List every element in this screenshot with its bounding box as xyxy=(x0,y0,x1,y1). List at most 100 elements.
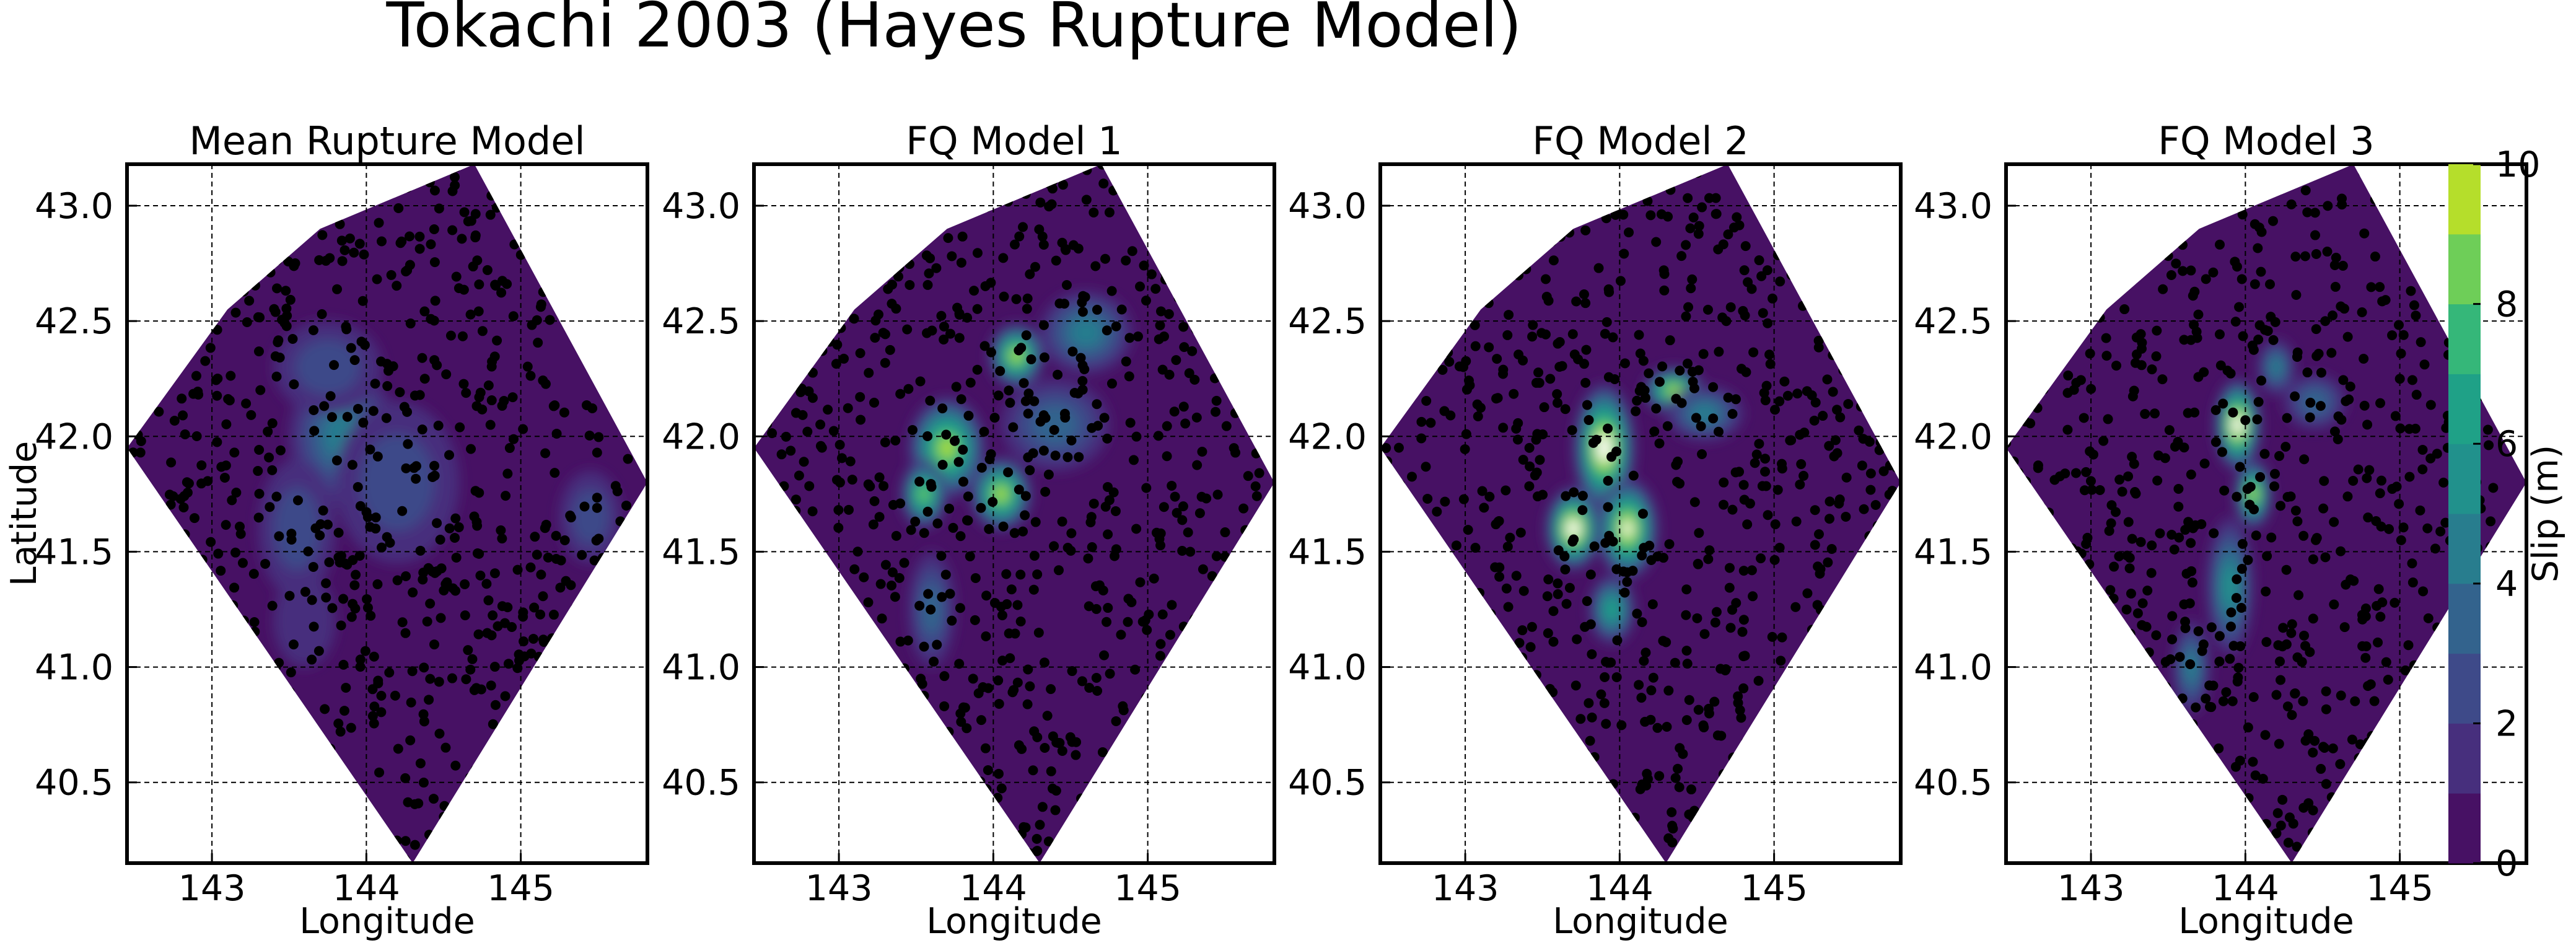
scatter-point xyxy=(2150,408,2160,419)
scatter-point xyxy=(1412,691,1422,702)
scatter-point xyxy=(2072,257,2083,267)
scatter-point xyxy=(538,375,548,386)
scatter-point xyxy=(410,840,420,850)
scatter-point xyxy=(1155,320,1165,331)
scatter-point xyxy=(962,723,972,734)
scatter-point xyxy=(603,803,614,814)
scatter-point xyxy=(626,356,637,367)
scatter-point xyxy=(1240,525,1251,535)
scatter-point xyxy=(1818,745,1829,756)
scatter-point xyxy=(1835,412,1846,423)
scatter-point xyxy=(144,576,154,586)
scatter-point xyxy=(372,451,383,462)
scatter-point xyxy=(1539,842,1549,853)
scatter-point xyxy=(1003,467,1014,478)
scatter-point xyxy=(2479,570,2490,581)
scatter-point xyxy=(1234,255,1245,266)
scatter-point xyxy=(1860,675,1870,685)
scatter-point xyxy=(1109,551,1119,561)
scatter-point xyxy=(547,633,558,644)
scatter-point xyxy=(2079,413,2089,423)
scatter-point xyxy=(2217,447,2227,457)
scatter-point xyxy=(2319,743,2329,753)
scatter-point xyxy=(1777,463,1787,474)
scatter-point xyxy=(267,418,278,429)
scatter-point xyxy=(813,211,823,221)
scatter-point xyxy=(376,707,387,718)
scatter-point xyxy=(1426,587,1436,598)
scatter-point xyxy=(765,291,776,302)
scatter-point xyxy=(478,784,488,794)
scatter-point xyxy=(129,763,139,773)
scatter-point xyxy=(1227,608,1238,619)
scatter-point xyxy=(2193,626,2204,636)
scatter-point xyxy=(805,827,816,837)
scatter-point xyxy=(1812,306,1822,317)
scatter-point xyxy=(1693,559,1704,569)
scatter-point xyxy=(356,336,367,347)
scatter-point xyxy=(180,429,190,440)
scatter-point xyxy=(914,476,925,487)
scatter-point xyxy=(1577,491,1588,501)
scatter-point xyxy=(579,501,590,512)
colorbar-band xyxy=(2448,234,2481,305)
scatter-point xyxy=(418,778,429,788)
scatter-point xyxy=(2409,300,2419,310)
scatter-point xyxy=(2274,450,2285,461)
scatter-point xyxy=(2145,823,2155,834)
scatter-point xyxy=(197,555,208,565)
scatter-point xyxy=(2480,613,2491,624)
scatter-point xyxy=(2095,612,2105,622)
scatter-point xyxy=(1523,835,1533,845)
scatter-point xyxy=(2106,627,2117,638)
scatter-point xyxy=(1790,602,1801,612)
scatter-point xyxy=(1494,571,1505,582)
scatter-point xyxy=(1885,534,1895,545)
scatter-point xyxy=(797,337,807,348)
scatter-point xyxy=(2299,454,2310,465)
scatter-point xyxy=(888,499,898,510)
scatter-point xyxy=(2039,182,2049,192)
scatter-point xyxy=(623,454,633,464)
scatter-point xyxy=(995,366,1005,376)
scatter-point xyxy=(631,584,641,595)
scatter-point xyxy=(271,371,282,382)
scatter-point xyxy=(1607,805,1618,816)
scatter-point xyxy=(1416,433,1427,444)
slip-contour xyxy=(295,339,361,395)
scatter-point xyxy=(1409,178,1420,189)
scatter-point xyxy=(2236,564,2247,574)
scatter-point xyxy=(2174,532,2184,543)
scatter-point xyxy=(1806,736,1816,747)
scatter-point xyxy=(165,598,176,608)
scatter-point xyxy=(221,520,231,530)
scatter-point xyxy=(1815,605,1826,615)
scatter-point xyxy=(189,513,199,524)
scatter-point xyxy=(2214,329,2225,340)
scatter-point xyxy=(2201,274,2211,284)
scatter-point xyxy=(1470,543,1481,553)
slip-contour xyxy=(2235,418,2241,431)
scatter-point xyxy=(2156,740,2166,750)
scatter-point xyxy=(1808,280,1818,291)
scatter-point xyxy=(1829,451,1839,462)
scatter-point xyxy=(1541,784,1551,794)
y-tick-label: 42.5 xyxy=(662,301,740,342)
scatter-point xyxy=(1258,331,1268,342)
scatter-point xyxy=(2406,227,2416,237)
scatter-point xyxy=(2290,688,2300,699)
scatter-point xyxy=(1739,494,1750,505)
scatter-point xyxy=(2411,390,2422,400)
scatter-point xyxy=(2144,187,2154,197)
scatter-point xyxy=(1618,209,1629,220)
scatter-point xyxy=(253,346,264,357)
scatter-point xyxy=(636,183,647,193)
scatter-point xyxy=(2224,175,2235,185)
scatter-point xyxy=(784,538,795,548)
scatter-point xyxy=(2220,821,2231,832)
scatter-point xyxy=(1796,459,1807,470)
scatter-point xyxy=(2265,279,2276,289)
scatter-point xyxy=(1249,643,1260,653)
scatter-point xyxy=(1141,693,1152,703)
scatter-point xyxy=(1535,455,1545,465)
